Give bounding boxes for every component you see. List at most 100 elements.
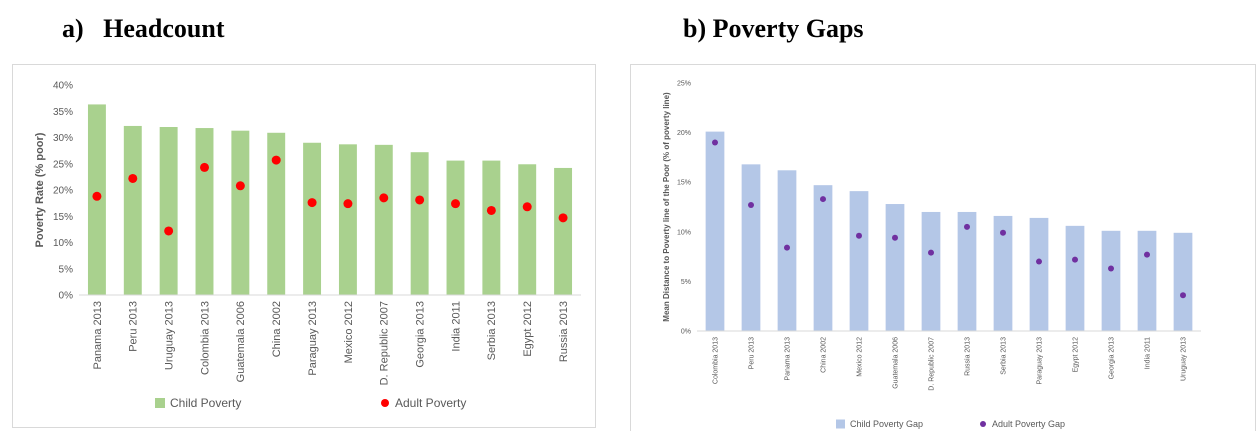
headcount-bar (159, 127, 178, 295)
gap-category-label: Panama 2013 (784, 337, 791, 381)
headcount-bar (518, 164, 537, 295)
headcount-y-axis-title: Poverty Rate (% poor) (34, 132, 46, 247)
gap-ytick-label: 25% (677, 80, 691, 87)
gap-point (712, 139, 718, 146)
gap-ytick-label: 0% (681, 328, 691, 335)
gap-bar (993, 215, 1013, 331)
headcount-point (128, 173, 138, 183)
gap-category-label: D. Republic 2007 (928, 337, 935, 391)
gap-legend-point-label: Adult Poverty Gap (992, 419, 1065, 429)
panel-a-title: a) Headcount (62, 14, 225, 43)
gap-bar (849, 191, 869, 331)
headcount-bar (267, 132, 286, 295)
headcount-category-label: Georgia 2013 (414, 301, 426, 368)
headcount-point (486, 205, 496, 215)
headcount-bar (482, 160, 501, 295)
gap-ytick-label: 15% (677, 180, 691, 187)
headcount-point (379, 193, 389, 203)
headcount-category-label: Mexico 2012 (343, 301, 355, 363)
gap-category-label: Egypt 2012 (1072, 337, 1079, 373)
headcount-bar (446, 160, 465, 295)
gap-category-label: Guatemala 2006 (892, 337, 899, 389)
gap-category-label: India 2011 (1144, 337, 1151, 369)
gap-bar (885, 204, 905, 331)
headcount-category-label: Peru 2013 (128, 301, 140, 352)
headcount-bar (554, 167, 573, 295)
headcount-point (343, 199, 353, 209)
gap-point (1072, 256, 1078, 263)
poverty-gap-chart: 0% 5% 10% 15% 20% 25% Mean Distance to Poverty… (662, 80, 1201, 429)
gap-category-label: Russia 2013 (964, 337, 971, 376)
gap-point (856, 232, 862, 239)
gap-bar (705, 131, 725, 331)
headcount-point (415, 195, 425, 205)
headcount-chart-frame: 0% 5% 10% 15% 20% 25% 30% 35% 40% Poverty Rate (%… (12, 64, 596, 428)
headcount-bar (374, 144, 393, 295)
headcount-point (235, 181, 245, 191)
gap-category-label: Georgia 2013 (1108, 337, 1115, 380)
headcount-category-label: Russia 2013 (558, 301, 570, 362)
headcount-ytick-label: 0% (59, 291, 74, 302)
gap-bar (921, 211, 941, 331)
headcount-point (271, 155, 281, 165)
headcount-ytick-label: 40% (53, 81, 73, 92)
gap-point (964, 223, 970, 230)
headcount-point (164, 226, 174, 236)
headcount-bar (123, 125, 142, 295)
poverty-gap-chart-frame: 0% 5% 10% 15% 20% 25% Mean Distance to Poverty… (630, 64, 1256, 431)
gap-category-label: Uruguay 2013 (1180, 337, 1187, 381)
headcount-ytick-label: 30% (53, 133, 73, 144)
gap-category-label: Mexico 2012 (856, 337, 863, 377)
gap-point (748, 202, 754, 209)
headcount-point (92, 191, 102, 201)
headcount-category-label: Colombia 2013 (199, 301, 211, 375)
headcount-bar (410, 152, 429, 295)
headcount-ytick-label: 5% (59, 264, 74, 275)
gap-point (892, 234, 898, 241)
gap-bar (741, 164, 761, 331)
gap-bar (1065, 225, 1085, 331)
headcount-category-label: India 2011 (450, 301, 462, 352)
gap-category-label: Paraguay 2013 (1036, 337, 1043, 385)
gap-point (928, 249, 934, 256)
gap-category-label: Peru 2013 (748, 337, 755, 369)
gap-legend-bar-label: Child Poverty Gap (850, 419, 923, 429)
gap-point (1180, 292, 1186, 299)
gap-ytick-label: 20% (677, 130, 691, 137)
headcount-legend-bar-swatch (155, 398, 165, 408)
headcount-ytick-label: 35% (53, 107, 73, 118)
headcount-ytick-label: 10% (53, 238, 73, 249)
headcount-category-label: Serbia 2013 (486, 301, 498, 360)
headcount-point (558, 213, 568, 223)
headcount-category-label: China 2002 (271, 301, 283, 357)
headcount-legend-point-label: Adult Poverty (395, 396, 466, 410)
panel-b-title: b) Poverty Gaps (683, 14, 864, 43)
gap-category-label: Colombia 2013 (712, 337, 719, 384)
gap-category-label: China 2002 (820, 337, 827, 373)
gap-bar (813, 185, 833, 331)
gap-category-label: Serbia 2013 (1000, 337, 1007, 375)
gap-bar (1101, 230, 1121, 331)
headcount-point (200, 162, 209, 172)
gap-point (820, 196, 826, 203)
headcount-bar (338, 144, 357, 295)
gap-bar (1173, 232, 1193, 331)
headcount-ytick-label: 20% (53, 186, 73, 197)
gap-point (1000, 229, 1006, 236)
gap-bar (957, 211, 977, 331)
headcount-category-label: Uruguay 2013 (163, 301, 175, 370)
gap-point (784, 244, 790, 251)
headcount-category-label: Guatemala 2006 (235, 301, 247, 382)
headcount-ytick-label: 25% (53, 159, 73, 170)
headcount-category-label: D. Republic 2007 (379, 301, 391, 385)
headcount-category-label: Panama 2013 (92, 301, 104, 370)
gap-ytick-label: 5% (681, 279, 691, 286)
headcount-ytick-label: 15% (53, 212, 73, 223)
headcount-point (307, 198, 317, 208)
gap-bar (1137, 230, 1157, 331)
headcount-legend-point-swatch (381, 399, 389, 407)
gap-point (1036, 258, 1042, 265)
headcount-category-label: Egypt 2012 (522, 301, 534, 357)
gap-y-axis-title: Mean Distance to Poverty line of the Poo… (662, 92, 671, 322)
